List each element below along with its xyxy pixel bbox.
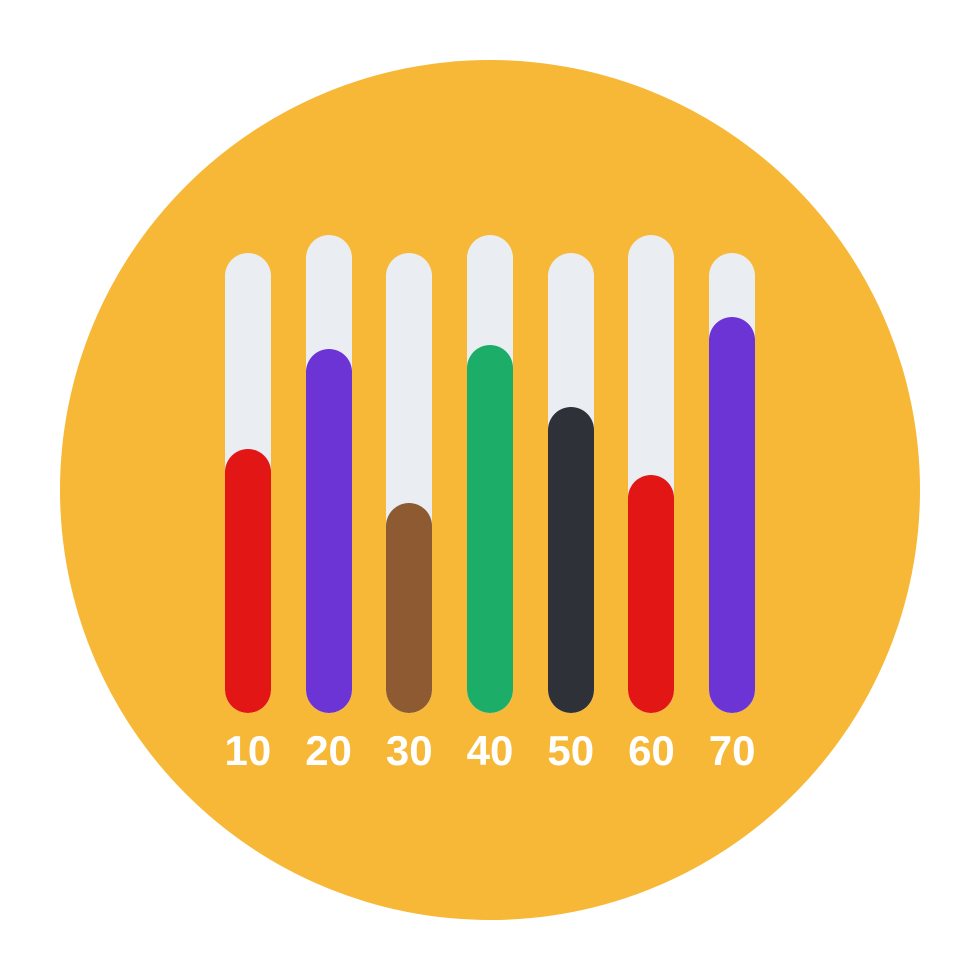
bar-track: [709, 253, 755, 713]
bar-track: [306, 235, 352, 713]
bar-group: 20: [305, 235, 352, 775]
bar-group: 60: [628, 235, 675, 775]
bar-chart: 10 20 30 40 50: [224, 235, 755, 775]
bar-fill: [467, 345, 513, 713]
bar-track: [628, 235, 674, 713]
bar-fill: [386, 503, 432, 713]
bar-label: 50: [547, 727, 594, 775]
bar-label: 20: [305, 727, 352, 775]
bar-group: 30: [386, 253, 433, 775]
bar-track: [225, 253, 271, 713]
bar-fill: [548, 407, 594, 713]
bar-fill: [306, 349, 352, 713]
bar-label: 40: [467, 727, 514, 775]
bar-fill: [225, 449, 271, 713]
bar-label: 60: [628, 727, 675, 775]
bar-group: 70: [709, 253, 756, 775]
bar-fill: [628, 475, 674, 713]
bar-group: 10: [224, 253, 271, 775]
bar-fill: [709, 317, 755, 713]
bar-track: [467, 235, 513, 713]
bar-label: 70: [709, 727, 756, 775]
bar-track: [548, 253, 594, 713]
bar-group: 40: [467, 235, 514, 775]
chart-background-circle: 10 20 30 40 50: [60, 60, 920, 920]
bar-label: 30: [386, 727, 433, 775]
bar-group: 50: [547, 253, 594, 775]
bar-track: [386, 253, 432, 713]
bar-label: 10: [224, 727, 271, 775]
